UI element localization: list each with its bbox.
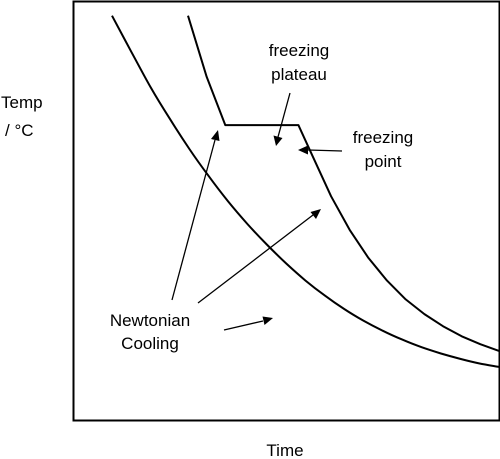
y-axis-label-line2: / °C bbox=[5, 121, 34, 140]
annotation-newtonian-cooling-line2: Cooling bbox=[121, 334, 179, 353]
arrow-newtonian-to-first-curve-lower bbox=[223, 316, 273, 331]
series-newtonian-cooling-curve bbox=[111, 15, 500, 368]
x-axis-label: Time bbox=[266, 441, 303, 459]
arrow-freezing-point bbox=[298, 145, 343, 155]
annotation-freezing-point-line2: point bbox=[365, 152, 402, 171]
annotation-freezing-point-line1: freezing bbox=[353, 128, 413, 147]
arrow-newtonian-to-second-curve bbox=[197, 209, 321, 304]
arrow-newtonian-to-first-curve bbox=[171, 130, 220, 301]
series-freezing-curve bbox=[187, 15, 500, 352]
arrow-plateau bbox=[273, 92, 291, 146]
y-axis-label-line1: Temp bbox=[1, 93, 43, 112]
annotation-freezing-plateau-line1: freezing bbox=[269, 41, 329, 60]
annotation-newtonian-cooling-line1: Newtonian bbox=[110, 311, 190, 330]
annotation-freezing-plateau-line2: plateau bbox=[271, 65, 327, 84]
